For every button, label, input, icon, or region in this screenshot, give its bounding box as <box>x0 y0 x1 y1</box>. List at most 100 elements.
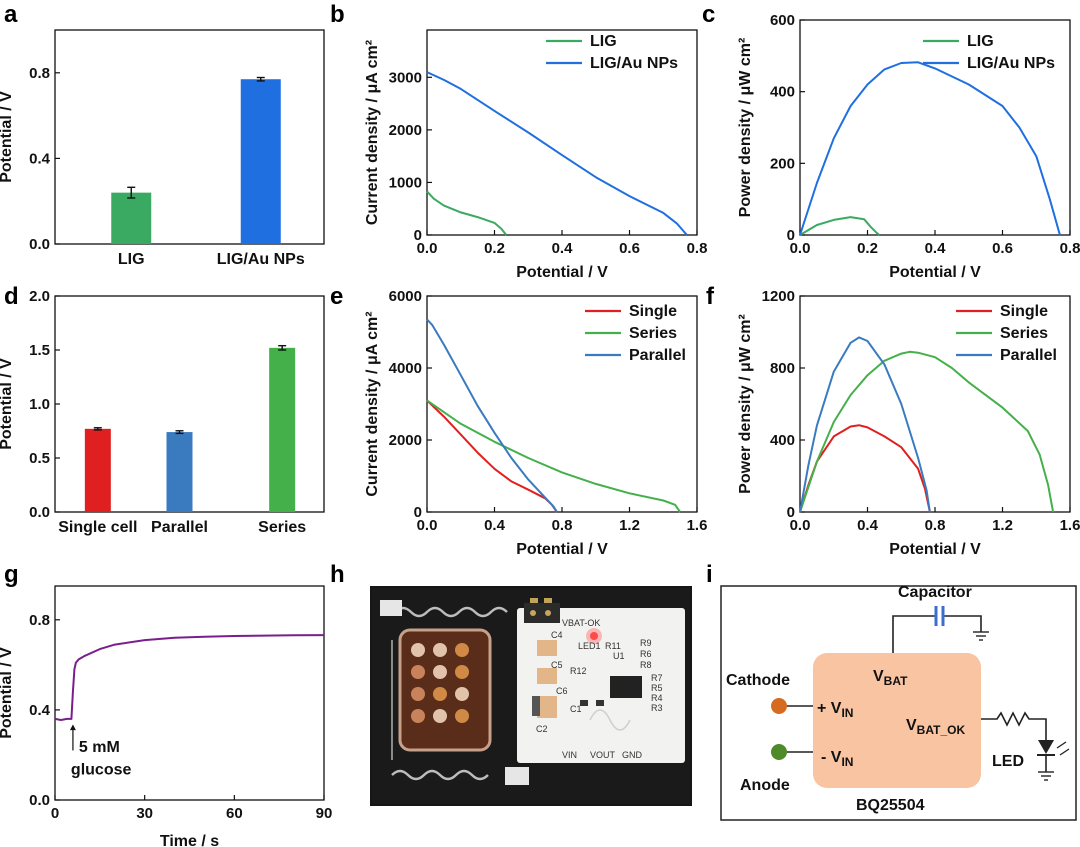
panel-letter-c: c <box>702 1 715 28</box>
x-tick-label: 1.2 <box>619 517 640 534</box>
y-tick-label: 2000 <box>389 122 422 139</box>
x-tick-label: 1.6 <box>1060 517 1080 534</box>
vbat-ok-label: VBAT_OK <box>906 717 965 737</box>
pcb-label-c6: C6 <box>556 686 568 696</box>
category-label: Series <box>258 519 306 536</box>
x-tick-label: 1.6 <box>687 517 708 534</box>
y-tick-label: 1.5 <box>29 342 50 359</box>
y-tick-label: 1200 <box>762 288 795 305</box>
series-line-parallel <box>426 318 558 513</box>
chart-f-power-density: 0 400 800 1200 0.0 0.4 0.8 1.2 1.6 Potential / V P… <box>737 288 1080 558</box>
x-tick-label: 0 <box>51 805 59 822</box>
plot-frame <box>54 585 325 801</box>
panel-letter-h: h <box>330 561 345 588</box>
series-line-lig-au-nps <box>799 61 1061 236</box>
legend-label: LIG <box>590 33 617 50</box>
legend-label: LIG/Au NPs <box>590 55 678 72</box>
x-tick-label: 0.4 <box>484 517 506 534</box>
y-tick-label: 2.0 <box>29 288 50 305</box>
y-tick-label: 0.8 <box>29 612 50 629</box>
pcb-label-r6: R6 <box>640 649 652 659</box>
y-tick-label: 3000 <box>389 69 422 86</box>
x-axis-label: Potential / V <box>889 264 981 281</box>
x-tick-label: 0.0 <box>417 240 438 257</box>
y-axis-label: Potential / V <box>0 647 15 739</box>
series-line-series <box>799 350 1055 513</box>
x-tick-label: 0.0 <box>790 240 811 257</box>
series-line-lig-au-nps <box>426 71 688 236</box>
series-line-lig <box>426 190 508 236</box>
x-tick-label: 90 <box>316 805 333 822</box>
series-line-lig <box>799 216 880 236</box>
panel-letter-b: b <box>330 1 345 28</box>
y-tick-label: 4000 <box>389 360 422 377</box>
ground-icon-led <box>1038 771 1054 781</box>
minus-vin-label: - VIN <box>821 749 853 769</box>
bar-series <box>269 347 296 512</box>
pcb-label-led1: LED1 <box>578 641 601 651</box>
y-axis-label: Current density / μA cm² <box>364 40 381 225</box>
y-tick-label: 400 <box>770 432 795 449</box>
x-tick-label: 0.8 <box>925 517 946 534</box>
x-axis-label: Potential / V <box>516 541 608 558</box>
pcb-label-gnd: GND <box>622 750 643 760</box>
series-line-potential <box>54 634 325 721</box>
panel-letter-i: i <box>706 561 713 588</box>
cathode-terminal <box>771 698 787 714</box>
legend-label: LIG <box>967 33 994 50</box>
y-tick-label: 0.4 <box>29 150 51 167</box>
x-tick-label: 0.4 <box>857 517 879 534</box>
pcb-label-r5: R5 <box>651 683 663 693</box>
pcb-label-r8: R8 <box>640 660 652 670</box>
panel-letter-d: d <box>4 283 19 310</box>
x-tick-label: 0.2 <box>857 240 878 257</box>
panel-letter-g: g <box>4 561 19 588</box>
chart-a-bar: 0.0 0.4 0.8 Potential / V LIG LIG/Au NPs <box>0 29 325 268</box>
anode-terminal <box>771 744 787 760</box>
y-axis-label: Current density / μA cm² <box>364 311 381 496</box>
cathode-label: Cathode <box>726 672 790 689</box>
led-icon <box>1037 740 1070 772</box>
pcb-label-vbat-ok: VBAT-OK <box>562 618 600 628</box>
pcb-label-c1: C1 <box>570 704 582 714</box>
series-line-series <box>426 399 681 513</box>
x-axis-label: Potential / V <box>889 541 981 558</box>
legend-label: Series <box>629 325 677 342</box>
chip-box <box>813 653 981 788</box>
bar-lig <box>111 192 152 244</box>
legend-label: Series <box>1000 325 1048 342</box>
y-axis-label: Power density / μW cm² <box>737 38 754 218</box>
pcb-label-r3: R3 <box>651 703 663 713</box>
y-tick-label: 2000 <box>389 432 422 449</box>
x-tick-label: 60 <box>226 805 243 822</box>
panel-letter-a: a <box>4 1 18 28</box>
y-tick-label: 1000 <box>389 174 422 191</box>
y-tick-label: 800 <box>770 360 795 377</box>
pcb-label-r12: R12 <box>570 666 587 676</box>
y-tick-label: 600 <box>770 12 795 29</box>
y-tick-label: 0 <box>414 504 422 521</box>
panel-letter-f: f <box>706 283 715 310</box>
bar-parallel <box>166 432 193 512</box>
y-tick-label: 0.8 <box>29 65 50 82</box>
pcb-label-c4: C4 <box>551 630 563 640</box>
y-tick-label: 0 <box>414 227 422 244</box>
circuit-diagram: Capacitor VBAT + VIN - VIN VBAT_OK Catho… <box>720 584 1077 821</box>
x-axis-label: Time / s <box>160 833 219 847</box>
x-axis-label: Potential / V <box>516 264 608 281</box>
category-label: Single cell <box>58 519 137 536</box>
y-tick-label: 0.5 <box>29 450 50 467</box>
series-line-parallel <box>799 336 931 513</box>
x-tick-label: 0.8 <box>552 517 573 534</box>
category-label: LIG <box>118 251 145 268</box>
device-photo: VBAT-OK C4 LED1 R11 U1 R9 R6 R8 C5 R12 R… <box>370 586 692 806</box>
bar-lig-au-nps <box>240 79 281 244</box>
chart-e-current-density: 0 2000 4000 6000 0.0 0.4 0.8 1.2 1.6 Potential / … <box>364 288 707 558</box>
y-tick-label: 0.0 <box>29 504 50 521</box>
y-axis-label: Power density / μW cm² <box>737 314 754 494</box>
anode-label: Anode <box>740 777 790 794</box>
y-tick-label: 200 <box>770 155 795 172</box>
y-tick-label: 0.0 <box>29 236 50 253</box>
capacitor-label: Capacitor <box>898 584 972 601</box>
